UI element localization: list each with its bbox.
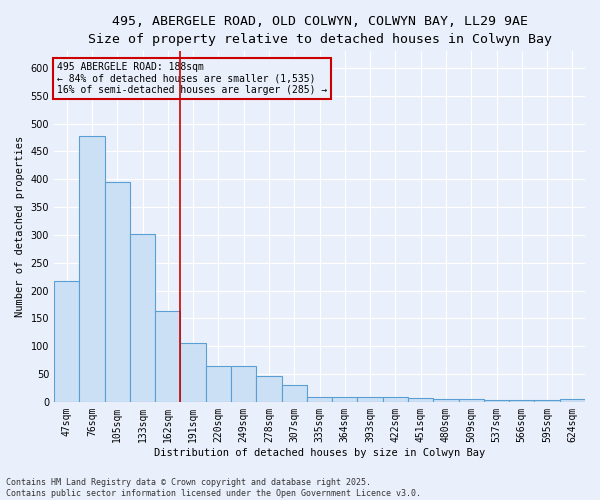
- Text: 495 ABERGELE ROAD: 188sqm
← 84% of detached houses are smaller (1,535)
16% of se: 495 ABERGELE ROAD: 188sqm ← 84% of detac…: [56, 62, 327, 95]
- Bar: [332, 397, 358, 402]
- Bar: [408, 398, 433, 402]
- Bar: [181, 344, 206, 402]
- Bar: [307, 397, 332, 402]
- Bar: [358, 397, 383, 402]
- Bar: [130, 234, 155, 402]
- Bar: [104, 182, 130, 402]
- Bar: [383, 397, 408, 402]
- Bar: [79, 136, 104, 402]
- Text: Contains HM Land Registry data © Crown copyright and database right 2025.
Contai: Contains HM Land Registry data © Crown c…: [6, 478, 421, 498]
- Bar: [433, 399, 458, 402]
- Bar: [484, 400, 509, 402]
- Bar: [458, 399, 484, 402]
- Bar: [231, 366, 256, 402]
- Bar: [535, 400, 560, 402]
- Bar: [560, 399, 585, 402]
- Title: 495, ABERGELE ROAD, OLD COLWYN, COLWYN BAY, LL29 9AE
Size of property relative t: 495, ABERGELE ROAD, OLD COLWYN, COLWYN B…: [88, 15, 551, 46]
- Bar: [509, 400, 535, 402]
- Bar: [206, 366, 231, 402]
- Bar: [281, 385, 307, 402]
- Bar: [54, 280, 79, 402]
- Bar: [256, 376, 281, 402]
- X-axis label: Distribution of detached houses by size in Colwyn Bay: Distribution of detached houses by size …: [154, 448, 485, 458]
- Bar: [155, 311, 181, 402]
- Y-axis label: Number of detached properties: Number of detached properties: [15, 136, 25, 317]
